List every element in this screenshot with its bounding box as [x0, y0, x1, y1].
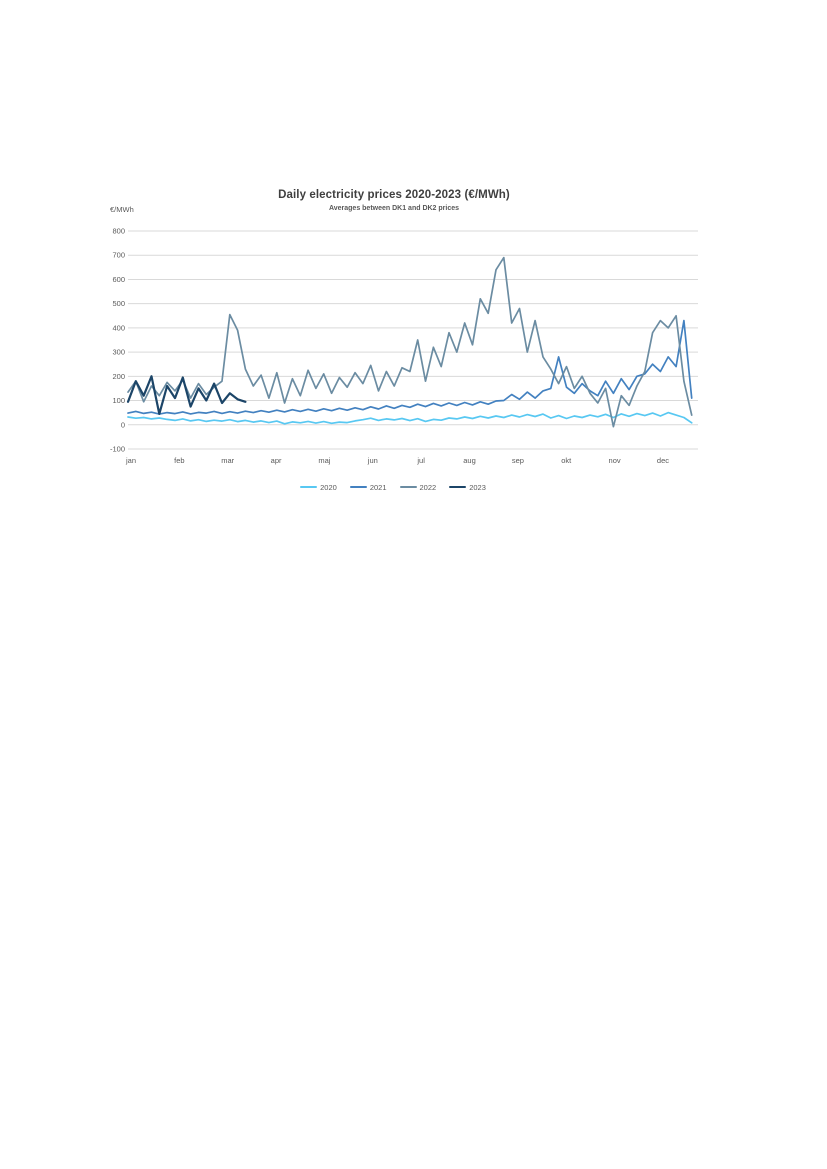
series-line-2022 [127, 256, 693, 428]
x-tick-label-aug: aug [463, 456, 476, 465]
y-tick-label: 400 [112, 323, 125, 332]
x-tick-label-dec: dec [657, 456, 669, 465]
x-tick-label-maj: maj [318, 456, 330, 465]
x-tick-label-sep: sep [512, 456, 524, 465]
legend-swatch-2023 [449, 486, 467, 488]
series-line-2023 [126, 375, 247, 415]
y-tick-label: 500 [112, 299, 125, 308]
legend-item-2021: 2021 [349, 482, 387, 492]
legend-label: 2021 [369, 482, 387, 492]
legend-item-2023: 2023 [449, 483, 486, 492]
y-tick-label: 300 [112, 348, 125, 357]
y-axis-unit-label: €/MWh [110, 205, 134, 214]
x-tick-label-jun: jun [367, 456, 378, 465]
legend-item-2020: 2020 [300, 483, 337, 492]
y-tick-label: -100 [110, 444, 125, 453]
legend-swatch-2022 [399, 486, 417, 488]
y-tick-label: 600 [112, 275, 125, 284]
electricity-price-chart: Daily electricity prices 2020-2023 (€/MW… [110, 186, 710, 516]
y-tick-label: 700 [112, 251, 125, 260]
legend-label: 2020 [320, 482, 337, 492]
x-tick-label-jan: jan [125, 456, 136, 465]
y-tick-label: 800 [112, 227, 125, 236]
chart-title: Daily electricity prices 2020-2023 (€/MW… [278, 189, 510, 201]
legend-swatch-2021 [349, 486, 367, 488]
legend-swatch-2020 [300, 486, 318, 488]
x-tick-label-okt: okt [561, 456, 572, 465]
legend-label: 2022 [419, 482, 437, 492]
legend-item-2022: 2022 [399, 482, 437, 492]
y-tick-label: 200 [112, 372, 125, 381]
legend-label: 2023 [469, 482, 486, 492]
x-tick-label-mar: mar [221, 456, 234, 465]
x-tick-label-nov: nov [609, 456, 621, 465]
chart-legend: 2020 2021 2022 2023 [110, 481, 676, 493]
x-tick-label-apr: apr [271, 456, 282, 465]
series-line-2021 [127, 319, 693, 415]
x-tick-label-feb: feb [174, 456, 184, 465]
x-tick-label-jul: jul [416, 456, 425, 465]
series-line-2020 [127, 411, 693, 425]
y-tick-label: 0 [121, 420, 125, 429]
y-tick-label: 100 [112, 396, 125, 405]
chart-subtitle: Averages between DK1 and DK2 prices [328, 205, 460, 212]
